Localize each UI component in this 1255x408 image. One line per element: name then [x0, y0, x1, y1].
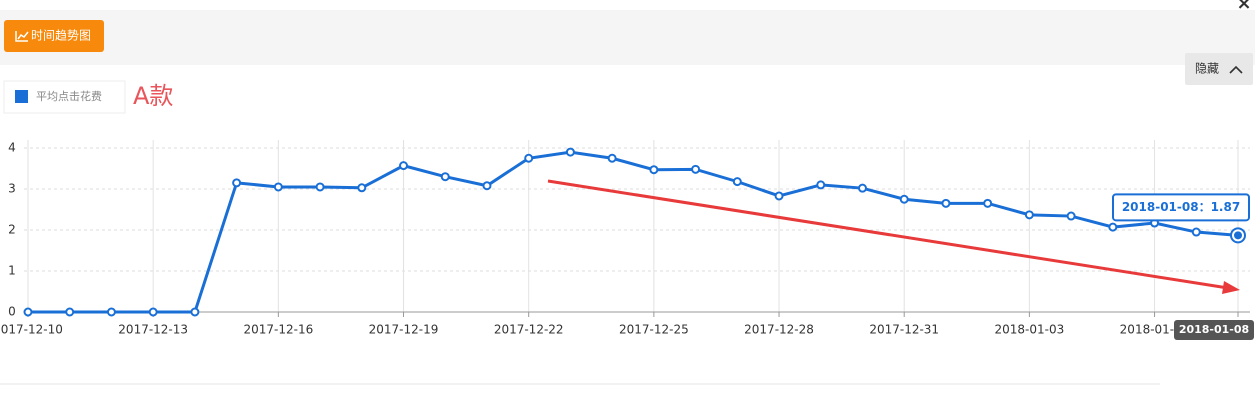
y-tick-label: 4 — [8, 141, 16, 155]
point — [899, 194, 909, 204]
point — [1108, 222, 1118, 232]
trend-button[interactable] — [4, 20, 104, 52]
hide-label[interactable]: 隐藏 — [1195, 62, 1219, 76]
point — [565, 147, 575, 157]
point — [148, 307, 158, 317]
point — [1191, 227, 1201, 237]
x-tick-label: 2017-12-28 — [744, 323, 814, 337]
point — [1024, 210, 1034, 220]
toolbar — [0, 10, 1255, 65]
y-tick-label: 2 — [8, 223, 16, 237]
button-label[interactable]: 时间趋势图 — [31, 29, 91, 43]
x-tick-label: 2018-01-08 — [1179, 323, 1249, 336]
tooltip — [1112, 193, 1250, 222]
close[interactable]: × — [1236, 0, 1251, 14]
x-tick-label: 2017-12-31 — [869, 323, 939, 337]
point — [482, 181, 492, 191]
x-tick-label: 2017-12-16 — [243, 323, 313, 337]
tooltip-text: 2018-01-08：1.87 — [1122, 200, 1240, 214]
y-tick-label: 1 — [8, 264, 16, 278]
point — [440, 172, 450, 182]
point — [941, 198, 951, 208]
point — [190, 307, 200, 317]
point — [273, 182, 283, 192]
point — [983, 198, 993, 208]
point — [399, 161, 409, 171]
point-dot — [1234, 231, 1242, 240]
x-highlight — [1174, 320, 1254, 340]
x-tick-label: 2018-01-06 — [1120, 323, 1190, 337]
x-tick-label: 2017-12-13 — [118, 323, 188, 337]
point — [357, 183, 367, 193]
point — [315, 182, 325, 192]
y-tick-label: 0 — [8, 305, 16, 319]
point — [1066, 211, 1076, 221]
x-tick-label: 2017-12-22 — [494, 323, 564, 337]
legend-label[interactable]: 平均点击花费 — [36, 90, 102, 103]
point — [774, 191, 784, 201]
point — [649, 165, 659, 175]
point — [106, 307, 116, 317]
annotation: A款 — [133, 82, 173, 110]
hide-button[interactable] — [1185, 53, 1253, 85]
hide-icon — [1229, 65, 1243, 74]
x-tick-label: 2017-12-10 — [0, 323, 63, 337]
trend-arrow — [547, 179, 1229, 290]
point — [691, 164, 701, 174]
point — [232, 178, 242, 188]
series-line — [28, 150, 1239, 314]
x-tick-label: 2017-12-25 — [619, 323, 689, 337]
point — [607, 153, 617, 163]
point — [816, 180, 826, 190]
point — [524, 153, 534, 163]
x-tick-label: 2018-01-03 — [995, 323, 1065, 337]
arrow-head — [1222, 281, 1240, 294]
point — [65, 307, 75, 317]
legend-swatch[interactable] — [15, 90, 28, 103]
y-tick-label: 3 — [8, 182, 16, 196]
point — [23, 307, 33, 317]
button-icon — [15, 31, 29, 42]
point — [732, 177, 742, 187]
x-tick-label: 2017-12-19 — [369, 323, 439, 337]
point — [857, 183, 867, 193]
